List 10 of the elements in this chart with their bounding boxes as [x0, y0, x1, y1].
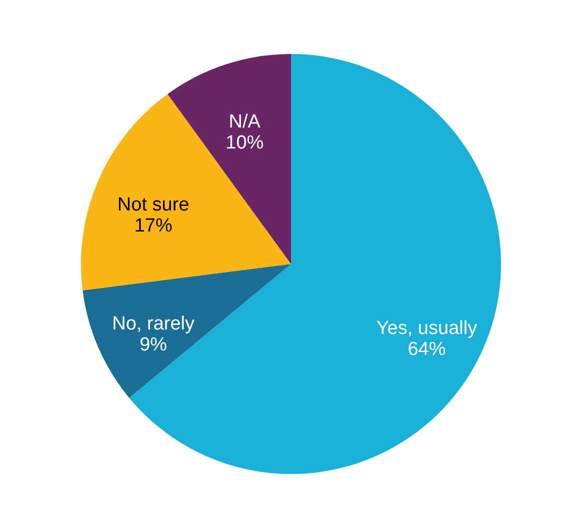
slice-label: Not sure: [117, 194, 190, 216]
slice-label: Yes, usually: [376, 318, 478, 339]
slice-label: N/A: [228, 111, 261, 132]
data-label: 17%: [134, 215, 172, 236]
data-label: 10%: [226, 132, 264, 154]
slice-label: No, rarely: [112, 314, 196, 335]
data-label: 9%: [140, 334, 168, 356]
pie-slice: [81, 94, 291, 290]
data-label: 64%: [408, 338, 446, 360]
pie-slice: [82, 264, 291, 398]
